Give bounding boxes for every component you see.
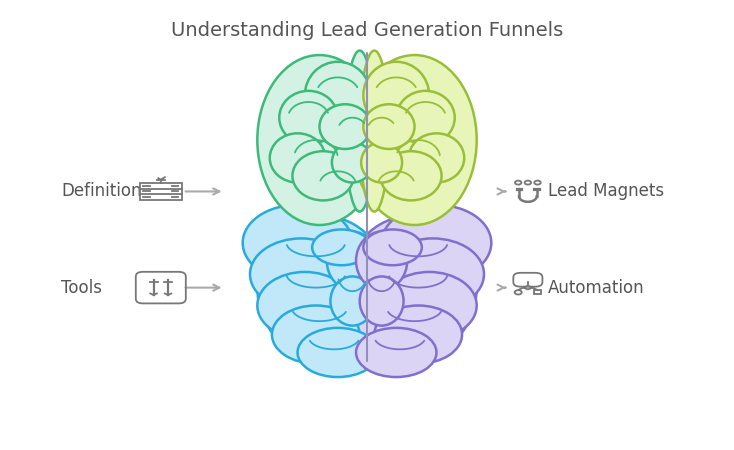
Ellipse shape: [360, 276, 404, 326]
Ellipse shape: [258, 55, 382, 225]
Ellipse shape: [330, 276, 374, 326]
Ellipse shape: [363, 104, 415, 149]
Ellipse shape: [352, 55, 476, 225]
Ellipse shape: [409, 133, 464, 183]
Ellipse shape: [312, 230, 371, 265]
Text: Understanding Lead Generation Funnels: Understanding Lead Generation Funnels: [171, 21, 563, 40]
Ellipse shape: [356, 328, 437, 377]
Ellipse shape: [305, 62, 371, 129]
Ellipse shape: [292, 151, 354, 200]
Ellipse shape: [319, 104, 371, 149]
Ellipse shape: [382, 205, 491, 281]
Text: Automation: Automation: [548, 279, 645, 297]
Ellipse shape: [270, 133, 325, 183]
Text: Definition: Definition: [62, 182, 142, 200]
Ellipse shape: [360, 50, 389, 212]
Ellipse shape: [396, 91, 455, 144]
Ellipse shape: [345, 50, 374, 212]
Ellipse shape: [356, 232, 407, 290]
Ellipse shape: [250, 238, 352, 310]
Ellipse shape: [279, 91, 338, 144]
Text: Tools: Tools: [62, 279, 102, 297]
Ellipse shape: [327, 232, 378, 290]
Ellipse shape: [361, 142, 402, 183]
Ellipse shape: [297, 328, 378, 377]
Ellipse shape: [332, 142, 373, 183]
Ellipse shape: [272, 306, 360, 364]
Ellipse shape: [345, 216, 476, 359]
Ellipse shape: [363, 230, 422, 265]
Ellipse shape: [382, 272, 476, 339]
Ellipse shape: [243, 205, 352, 281]
Ellipse shape: [363, 62, 429, 129]
Ellipse shape: [382, 238, 484, 310]
Ellipse shape: [258, 216, 389, 359]
Ellipse shape: [374, 306, 462, 364]
Text: Lead Magnets: Lead Magnets: [548, 182, 664, 200]
Ellipse shape: [258, 272, 352, 339]
Ellipse shape: [380, 151, 442, 200]
